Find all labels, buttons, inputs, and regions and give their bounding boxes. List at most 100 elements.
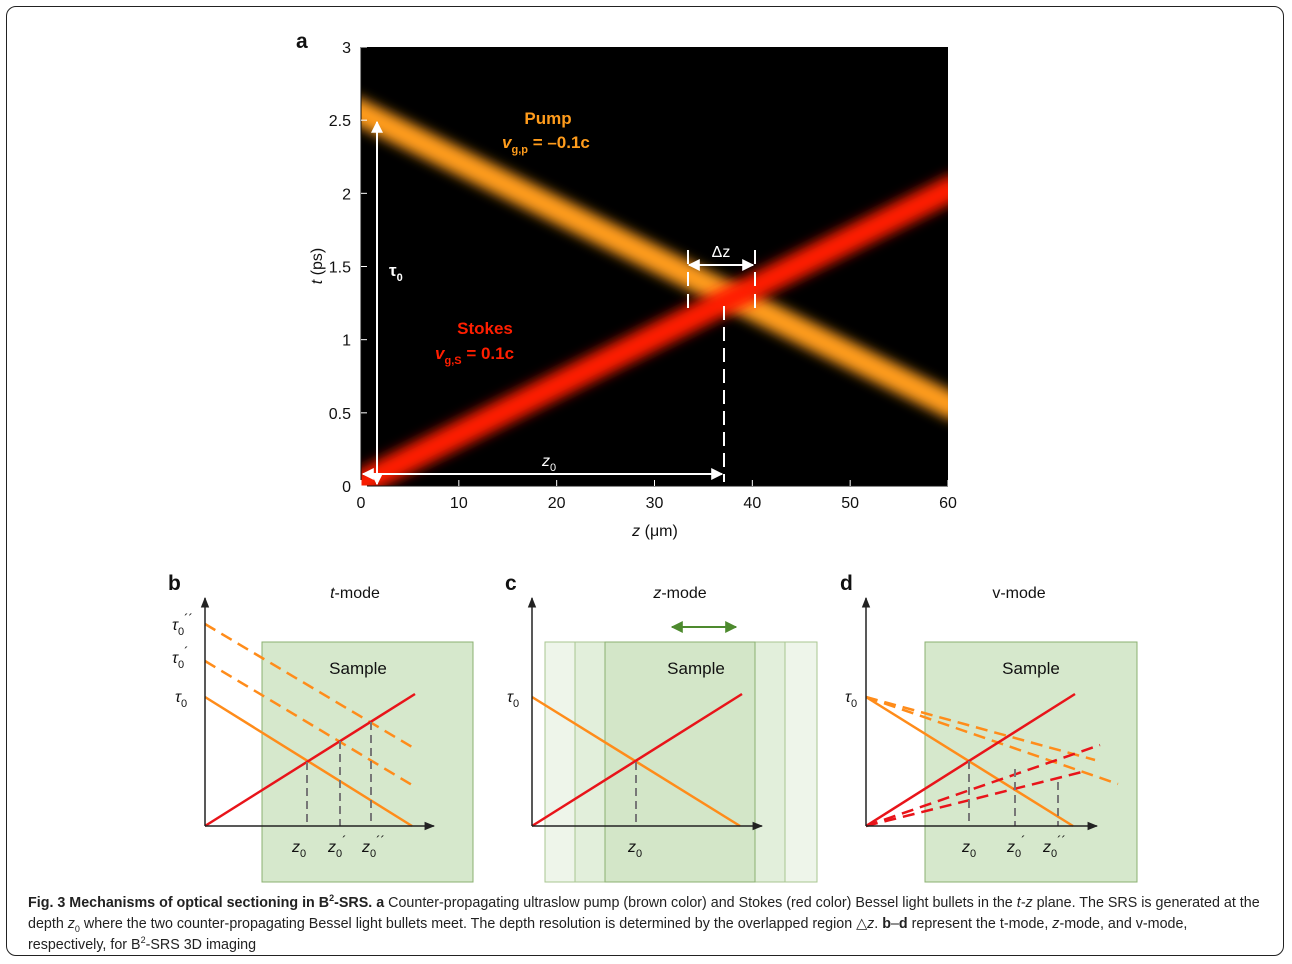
subscript: 0	[336, 848, 342, 860]
caption: Fig. 3 Mechanisms of optical sectioning …	[28, 893, 1268, 956]
sample-label: Sample	[329, 659, 387, 678]
y-tick-label: 1	[342, 333, 351, 350]
base: τ	[172, 617, 179, 634]
caption-text: -mode, and v-mode, respectively, for B	[28, 916, 1188, 953]
beam	[361, 175, 948, 486]
caption-text: plane. The SRS is generated at the depth	[28, 895, 1260, 932]
sample-box	[924, 641, 1138, 883]
depth-label: z0	[541, 453, 556, 474]
caption-italic: z	[67, 916, 75, 932]
prime: ´´	[184, 611, 193, 626]
stokes-label: Stokes	[457, 319, 513, 338]
prime: ´	[1021, 833, 1025, 848]
y-axis-label: t (ps)	[309, 248, 326, 284]
y-tick-label: 2.5	[329, 113, 351, 130]
z-label: z0	[291, 839, 306, 860]
sample-label: Sample	[667, 659, 725, 678]
base: τ	[845, 689, 852, 706]
tau-label: τ0´´	[172, 611, 193, 638]
x-tick-label: 50	[841, 495, 859, 512]
base: τ	[175, 689, 182, 706]
subscript: 0	[550, 462, 556, 474]
base: z	[541, 453, 550, 470]
subscript: g,S	[444, 355, 461, 367]
title-part: z	[652, 585, 661, 602]
caption-sub: 0	[74, 923, 80, 934]
caption-text: -SRS 3D imaging	[145, 937, 257, 953]
base: z	[627, 839, 636, 856]
panel-title: t-mode	[330, 585, 380, 602]
z-label: z0´	[1006, 833, 1025, 860]
prime: ´	[342, 833, 346, 848]
pump-velocity: vg,p = –0.1c	[502, 133, 590, 156]
subscript: 0	[181, 698, 187, 710]
caption-title: -SRS.	[334, 895, 373, 911]
caption-sup: 2	[329, 893, 335, 904]
base: z	[291, 839, 300, 856]
x-tick-label: 40	[743, 495, 761, 512]
title-part: -mode	[661, 585, 706, 602]
panel-label: d	[840, 572, 853, 595]
z-label: z0	[627, 839, 642, 860]
y-tick-label: 0	[342, 479, 351, 496]
base: z	[961, 839, 970, 856]
caption-text: –	[890, 916, 899, 932]
caption-title: Fig. 3 Mechanisms of optical sectioning …	[28, 895, 330, 911]
subscript: 0	[300, 848, 306, 860]
x-axis-label: z (μm)	[631, 523, 678, 540]
base: τ	[389, 261, 397, 280]
sample-box	[261, 641, 474, 883]
x-tick-label: 60	[939, 495, 957, 512]
subscript: 0	[370, 848, 376, 860]
sample-label: Sample	[1002, 659, 1060, 678]
z-label: z0´	[327, 833, 346, 860]
title-part: v-mode	[992, 585, 1045, 602]
caption-text: represent the t-mode,	[907, 916, 1053, 932]
title-part: -mode	[335, 585, 380, 602]
panel-title: v-mode	[992, 585, 1045, 602]
tau-label: τ0	[507, 689, 519, 710]
title-part: t	[330, 585, 335, 602]
panel-c-diagram	[527, 596, 764, 831]
y-tick-label: 1.5	[329, 260, 351, 277]
prime: ´´	[376, 833, 385, 848]
base: z	[1042, 839, 1051, 856]
panel-label: a	[296, 30, 308, 53]
caption-panel: a	[372, 895, 385, 911]
pump-label: Pump	[524, 109, 571, 128]
stokes-velocity: vg,S = 0.1c	[435, 344, 514, 367]
subscript: 0	[1051, 848, 1057, 860]
value: = 0.1c	[462, 344, 514, 363]
x-tick-label: 20	[548, 495, 566, 512]
caption-sup: 2	[140, 935, 146, 946]
z-label: z0´´	[361, 833, 385, 860]
panel-d-diagram	[861, 596, 1119, 831]
unit: (ps)	[309, 248, 326, 276]
subscript: 0	[1015, 848, 1021, 860]
base: τ	[507, 689, 514, 706]
panel-b-diagram	[200, 596, 436, 831]
figure-frame	[6, 6, 1284, 956]
tau-label: τ0	[845, 689, 857, 710]
subscript: 0	[178, 626, 184, 638]
base: z	[1006, 839, 1015, 856]
subscript: g,p	[511, 144, 528, 156]
x-tick-label: 10	[450, 495, 468, 512]
base: τ	[172, 650, 179, 667]
symbol: v	[435, 344, 446, 363]
base: z	[327, 839, 336, 856]
prime: ´´	[1057, 833, 1066, 848]
prime: ´	[184, 644, 188, 659]
base: z	[361, 839, 370, 856]
caption-panel: d	[898, 916, 908, 932]
caption-text: .	[874, 916, 883, 932]
beam	[361, 98, 948, 419]
unit: (μm)	[645, 523, 678, 540]
caption-italic: z	[1052, 916, 1060, 932]
subscript: 0	[636, 848, 642, 860]
z-label: z0´´	[1042, 833, 1066, 860]
x-tick-label: 30	[646, 495, 664, 512]
tau-label: τ0	[175, 689, 187, 710]
caption-panel: b	[882, 916, 891, 932]
